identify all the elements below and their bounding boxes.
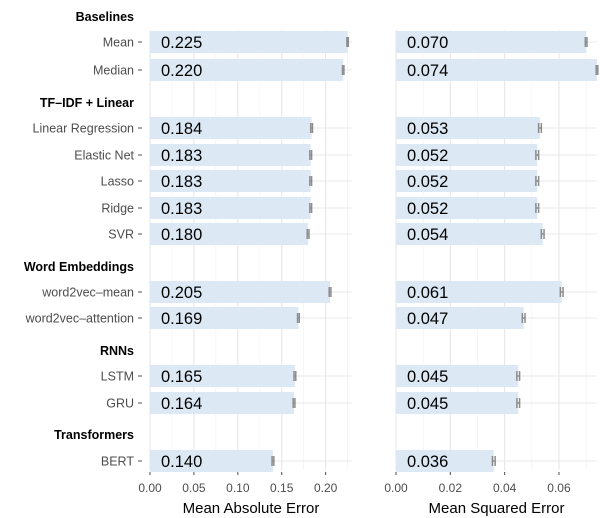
row-label: LSTM: [101, 370, 134, 384]
value-label: 0.045: [407, 395, 448, 413]
x-tick-label: 0.04: [493, 481, 517, 495]
bar: [396, 117, 540, 139]
x-tick-label: 0.05: [182, 481, 206, 495]
bar: [396, 223, 543, 245]
panel-mse: 0.070 0.074 0.053 0.052 0.052 0.052 0.054 0.061…: [384, 30, 599, 517]
row-label: Lasso: [101, 175, 134, 189]
group-heading: TF–IDF + Linear: [40, 96, 134, 110]
value-label: 0.052: [407, 173, 448, 191]
value-label: 0.061: [407, 284, 448, 302]
x-tick-label: 0.15: [270, 481, 294, 495]
value-label: 0.052: [407, 200, 448, 218]
bar: [396, 307, 524, 329]
x-tick-label: 0.00: [138, 481, 162, 495]
value-label: 0.054: [407, 226, 448, 244]
value-label: 0.183: [161, 200, 202, 218]
group-heading: Baselines: [76, 10, 134, 24]
bar: [150, 59, 344, 81]
x-tick-label: 0.00: [384, 481, 408, 495]
value-label: 0.183: [161, 147, 202, 165]
value-label: 0.165: [161, 368, 202, 386]
value-label: 0.183: [161, 173, 202, 191]
group-heading: Word Embeddings: [24, 260, 134, 274]
bar: [396, 144, 538, 166]
value-label: 0.220: [161, 62, 202, 80]
bar: [150, 223, 309, 245]
bar: [396, 392, 519, 414]
x-tick-label: 0.10: [226, 481, 250, 495]
bar: [150, 31, 348, 53]
row-label: SVR: [108, 228, 134, 242]
row-label: GRU: [106, 397, 134, 411]
value-label: 0.053: [407, 120, 448, 138]
value-label: 0.180: [161, 226, 202, 244]
bar: [150, 281, 331, 303]
bar: [396, 170, 538, 192]
row-label: word2vec–mean: [41, 286, 134, 300]
row-label: Median: [93, 64, 134, 78]
row-label: Elastic Net: [74, 149, 134, 163]
x-axis-title: Mean Squared Error: [429, 500, 565, 517]
bar: [150, 197, 311, 219]
x-tick-label: 0.20: [314, 481, 338, 495]
row-label: word2vec–attention: [25, 312, 134, 326]
value-label: 0.164: [161, 395, 202, 413]
bar: [150, 365, 295, 387]
value-label: 0.074: [407, 62, 448, 80]
value-label: 0.047: [407, 310, 448, 328]
bar: [396, 197, 538, 219]
value-label: 0.070: [407, 34, 448, 52]
value-label: 0.045: [407, 368, 448, 386]
row-label: Ridge: [101, 202, 134, 216]
bar: [396, 281, 562, 303]
group-heading: Transformers: [54, 428, 134, 442]
value-label: 0.052: [407, 147, 448, 165]
value-label: 0.225: [161, 34, 202, 52]
value-label: 0.184: [161, 120, 202, 138]
bar: [150, 117, 312, 139]
row-label: Linear Regression: [33, 122, 134, 136]
x-tick-label: 0.06: [547, 481, 571, 495]
row-label: BERT: [101, 455, 134, 469]
x-tick-label: 0.02: [439, 481, 463, 495]
value-label: 0.036: [407, 453, 448, 471]
panel-mae: 0.225 0.220 0.184 0.183 0.183 0.183 0.180 0.205…: [138, 30, 352, 517]
x-axis-title: Mean Absolute Error: [183, 500, 320, 517]
bar: [150, 144, 311, 166]
bar: [396, 59, 597, 81]
bar: [150, 170, 311, 192]
value-label: 0.140: [161, 453, 202, 471]
bar: [396, 450, 494, 472]
bar: [150, 307, 299, 329]
bar: [396, 31, 587, 53]
group-heading: RNNs: [100, 344, 134, 358]
row-label: Mean: [103, 36, 134, 50]
bar: [150, 392, 295, 414]
value-label: 0.205: [161, 284, 202, 302]
bar: [150, 450, 273, 472]
value-label: 0.169: [161, 310, 202, 328]
bar: [396, 365, 519, 387]
